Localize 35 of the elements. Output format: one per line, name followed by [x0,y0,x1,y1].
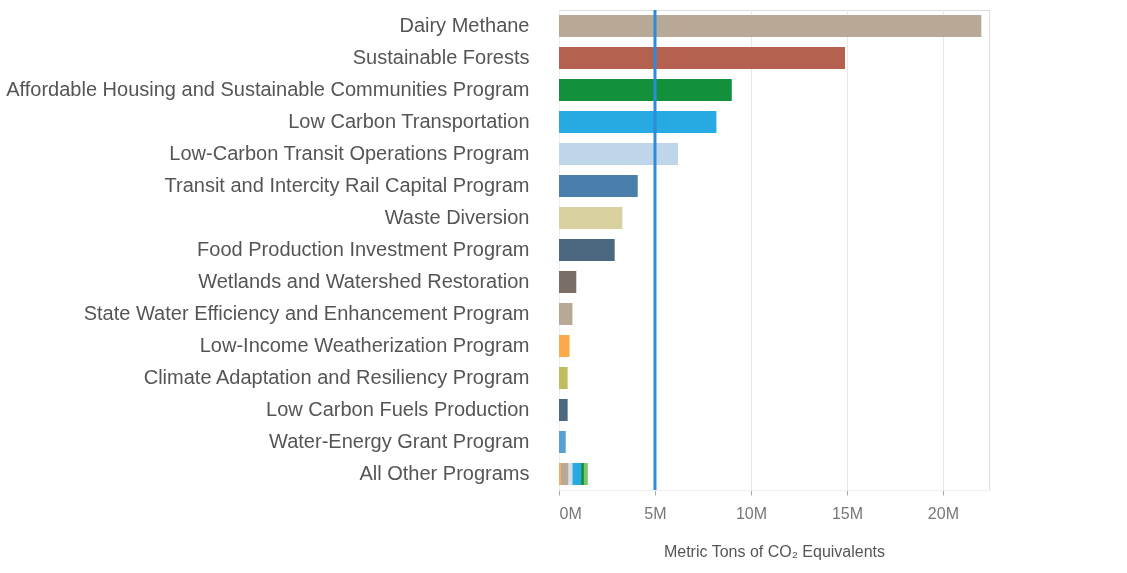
bar [581,463,584,485]
bar [559,239,615,261]
bar [559,207,623,229]
bar [583,463,588,485]
y-tick-label: Water-Energy Grant Program [269,430,530,452]
y-tick-label: Waste Diversion [384,206,530,228]
bar [559,271,577,293]
y-tick-label: Low-Carbon Transit Operations Program [169,142,530,164]
x-tick-label: 5M [644,504,667,522]
y-tick-label: Transit and Intercity Rail Capital Program [164,174,530,196]
y-tick-label: Sustainable Forests [352,46,530,68]
y-tick-label: Low Carbon Fuels Production [266,398,530,420]
bar [572,463,582,485]
y-tick-label: Low-Income Weatherization Program [199,334,530,356]
bar [559,399,568,421]
bar [560,463,569,485]
y-tick-label: Dairy Methane [399,14,530,36]
x-tick-label: 15M [831,504,864,522]
x-tick-label: 10M [735,504,768,522]
bar [559,431,566,453]
bar [559,47,846,69]
bar [559,143,679,165]
y-tick-label: All Other Programs [359,462,530,484]
y-tick-label: Wetlands and Watershed Restoration [198,270,530,292]
x-axis-title: Metric Tons of CO₂ Equivalents [663,542,886,560]
y-tick-label: Low Carbon Transportation [288,110,530,132]
y-tick-label: State Water Efficiency and Enhancement Program [83,302,530,324]
bar [559,367,568,389]
y-tick-label: Affordable Housing and Sustainable Communities Program [6,78,530,100]
y-tick-label: Food Production Investment Program [197,238,530,260]
bar [559,335,570,357]
x-tick-label: 0M [559,504,582,522]
y-tick-label: Climate Adaptation and Resiliency Program [143,366,530,388]
x-tick-label: 20M [927,504,959,522]
bar [559,175,638,197]
